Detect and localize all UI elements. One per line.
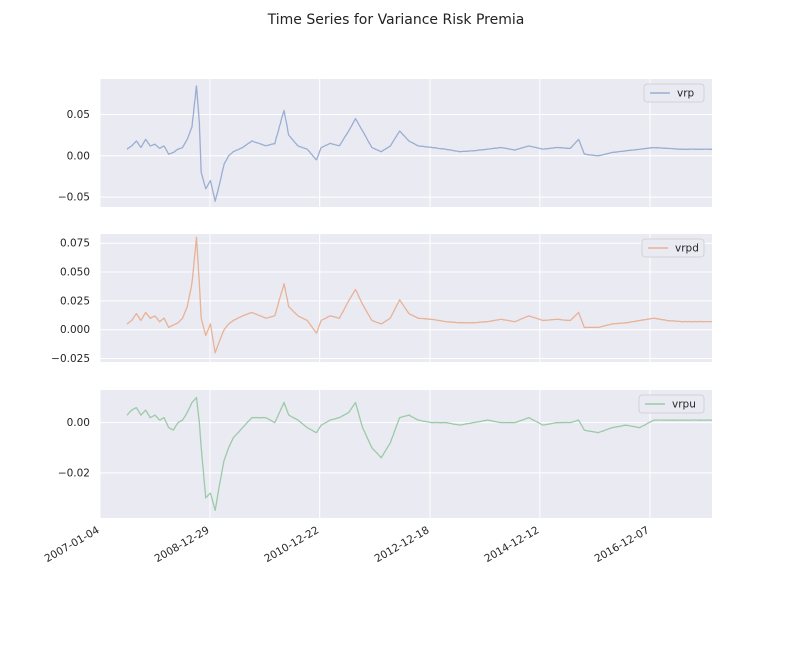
- y-tick-label: 0.050: [60, 267, 90, 279]
- y-tick-label: 0.00: [67, 417, 90, 429]
- vrp-panel: −0.05 0.00 0.05 vrp: [58, 79, 713, 207]
- series-line-vrpu: [126, 396, 713, 512]
- vrpd-panel: −0.025 0.000 0.025 0.050 0.075 vrpd: [51, 234, 712, 365]
- x-tick-label: 2010-12-22: [262, 524, 321, 565]
- legend: vrpu: [638, 394, 705, 414]
- vrpu-panel: −0.02 0.00 vrpu: [58, 390, 713, 518]
- legend-label: vrpd: [675, 243, 699, 255]
- legend: vrpd: [641, 238, 705, 258]
- x-tick-label: 2012-12-18: [373, 524, 432, 565]
- x-tick-label: 2014-12-12: [482, 524, 541, 565]
- y-tick-label: 0.05: [67, 109, 90, 121]
- y-tick-label: 0.000: [60, 324, 90, 336]
- y-tick-label: 0.00: [67, 150, 90, 162]
- series-line-vrpd: [126, 236, 712, 354]
- y-tick-label: −0.05: [58, 192, 90, 204]
- y-tick-label: −0.025: [51, 353, 90, 365]
- plot-background: [100, 390, 712, 518]
- chart-title: Time Series for Variance Risk Premia: [267, 12, 525, 28]
- series-line-vrp: [126, 85, 713, 202]
- x-tick-label: 2007-01-04: [43, 524, 102, 565]
- legend: vrp: [643, 83, 705, 103]
- legend-box: [638, 394, 705, 414]
- x-tick-label: 2008-12-29: [153, 524, 212, 565]
- legend-box: [641, 238, 705, 258]
- x-axis-tick-labels: 2007-01-04 2008-12-29 2010-12-22 2012-12-18…: [43, 524, 652, 565]
- legend-label: vrpu: [672, 399, 696, 411]
- plot-background: [100, 79, 712, 207]
- legend-label: vrp: [677, 88, 695, 100]
- y-tick-label: 0.075: [60, 238, 90, 250]
- y-tick-label: 0.025: [60, 295, 90, 307]
- x-tick-label: 2016-12-07: [593, 524, 652, 565]
- plot-background: [100, 234, 712, 362]
- legend-box: [643, 83, 705, 103]
- y-tick-label: −0.02: [58, 467, 90, 479]
- chart-panels: −0.05 0.00 0.05 vrp −0.025 0.000 0.025 0.050 0.0…: [51, 79, 713, 518]
